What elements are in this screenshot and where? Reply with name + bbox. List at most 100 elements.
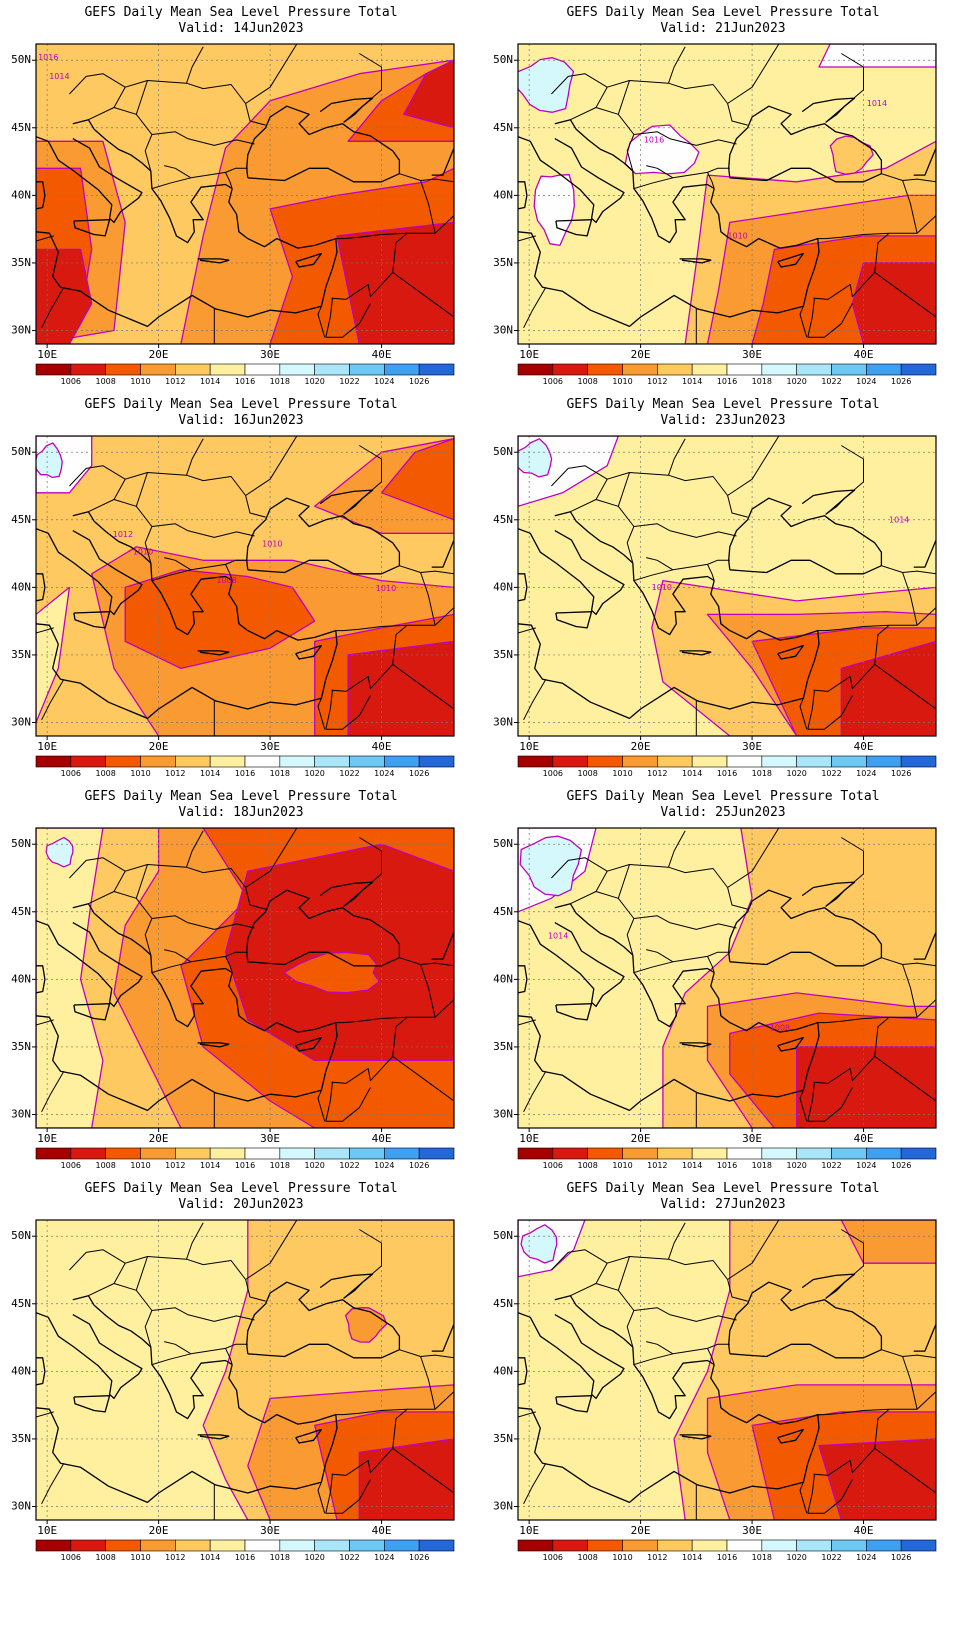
latitude-tick-label: 45N <box>493 121 513 134</box>
country-border <box>881 1349 936 1359</box>
country-border <box>825 1229 864 1299</box>
colorbar-label: 1022 <box>821 1161 841 1170</box>
colorbar-swatch <box>175 1539 211 1552</box>
colorbar-label: 1026 <box>891 1161 911 1170</box>
country-border <box>225 1348 233 1365</box>
country-border <box>570 864 748 910</box>
colorbar-label: 1012 <box>647 377 667 386</box>
coastline <box>36 181 46 210</box>
country-border <box>617 1256 737 1322</box>
colorbar-label: 1024 <box>856 1161 876 1170</box>
colorbar-label: 1006 <box>543 769 563 778</box>
panel-title: GEFS Daily Mean Sea Level Pressure Total <box>566 397 880 412</box>
colorbar-label: 1006 <box>543 1553 563 1562</box>
latitude-tick-label: 35N <box>11 256 31 269</box>
colorbar-swatch <box>35 755 72 768</box>
coastline <box>36 1312 143 1400</box>
colorbar-swatch <box>244 363 281 376</box>
coastline <box>73 1003 111 1021</box>
colorbar-label: 1018 <box>270 377 290 386</box>
colorbar-swatch <box>622 1147 658 1160</box>
coastline <box>36 1364 338 1504</box>
country-border <box>113 107 137 115</box>
country-border <box>817 607 936 632</box>
map-panel: GEFS Daily Mean Sea Level Pressure Total… <box>0 784 482 1194</box>
country-border <box>69 73 126 95</box>
longitude-tick-label: 30E <box>260 740 280 753</box>
country-border <box>570 1256 748 1302</box>
coastline <box>913 1323 936 1352</box>
colorbar-label: 1022 <box>339 769 359 778</box>
pressure-map: 1014 1008 30N 35N 40N 45N 50N 10E 20E 30E 40E 1006 1… <box>493 827 937 1170</box>
map-frame <box>35 435 455 737</box>
coastline <box>197 1434 230 1440</box>
colorbar-label: 1010 <box>130 1161 150 1170</box>
colorbar-swatch <box>587 363 623 376</box>
country-border <box>335 607 454 632</box>
colorbar-label: 1016 <box>235 1553 255 1562</box>
panel-valid-date: Valid: 18Jun2023 <box>178 805 304 820</box>
colorbar-label: 1020 <box>786 377 806 386</box>
colorbar-label: 1016 <box>235 769 255 778</box>
colorbar-label: 1018 <box>752 1161 772 1170</box>
panel-title: GEFS Daily Mean Sea Level Pressure Total <box>566 1181 880 1196</box>
colorbar-swatch <box>35 363 72 376</box>
coastline <box>36 972 338 1112</box>
country-border <box>36 627 54 634</box>
coastline <box>518 1364 820 1504</box>
latitude-tick-label: 40N <box>493 580 513 593</box>
country-border <box>668 830 686 868</box>
latitude-tick-label: 40N <box>11 1364 31 1377</box>
coastline <box>518 965 528 994</box>
colorbar-label: 1018 <box>270 1161 290 1170</box>
coastline <box>518 181 528 210</box>
colorbar-swatch <box>418 755 455 768</box>
country-border <box>902 964 918 1018</box>
country-border <box>633 1353 674 1366</box>
colorbar-swatch <box>761 363 797 376</box>
country-border <box>392 271 454 318</box>
country-border <box>88 864 266 910</box>
country-border <box>633 961 674 974</box>
country-border <box>551 465 608 487</box>
colorbar-label: 1008 <box>95 1553 115 1562</box>
country-border <box>633 177 674 190</box>
latitude-tick-label: 30N <box>11 1499 31 1512</box>
map-frame <box>517 827 937 1129</box>
panel-title: GEFS Daily Mean Sea Level Pressure Total <box>566 789 880 804</box>
country-border <box>799 306 808 338</box>
coastline <box>72 119 233 244</box>
latitude-tick-label: 40N <box>11 580 31 593</box>
longitude-tick-label: 40E <box>854 1524 874 1537</box>
colorbar-swatch <box>761 1147 797 1160</box>
colorbar-swatch <box>900 1539 937 1552</box>
country-border <box>727 1220 780 1280</box>
contour-label: 1014 <box>49 72 69 81</box>
coastline <box>679 1042 712 1048</box>
country-border <box>813 1016 890 1084</box>
colorbar-swatch <box>175 363 211 376</box>
colorbar-swatch <box>831 363 867 376</box>
colorbar-label: 1014 <box>682 377 702 386</box>
country-border <box>881 565 936 575</box>
colorbar-label: 1026 <box>891 1553 911 1562</box>
coastline <box>728 889 883 967</box>
colorbar-label: 1022 <box>821 377 841 386</box>
colorbar-label: 1008 <box>95 1161 115 1170</box>
longitude-tick-label: 40E <box>372 1132 392 1145</box>
country-border <box>646 1341 730 1355</box>
coastline <box>197 1042 230 1048</box>
country-border <box>399 173 454 183</box>
longitude-tick-label: 10E <box>37 1524 57 1537</box>
colorbar-label: 1008 <box>95 377 115 386</box>
country-border <box>186 438 204 476</box>
colorbar-swatch <box>900 363 937 376</box>
coastline <box>72 1295 233 1420</box>
colorbar-swatch <box>314 363 350 376</box>
contour-label: 1014 <box>867 99 887 108</box>
longitude-tick-label: 10E <box>37 1132 57 1145</box>
colorbar-swatch <box>657 1147 693 1160</box>
colorbar-label: 1010 <box>612 769 632 778</box>
country-border <box>825 837 864 907</box>
coastline <box>431 931 454 960</box>
